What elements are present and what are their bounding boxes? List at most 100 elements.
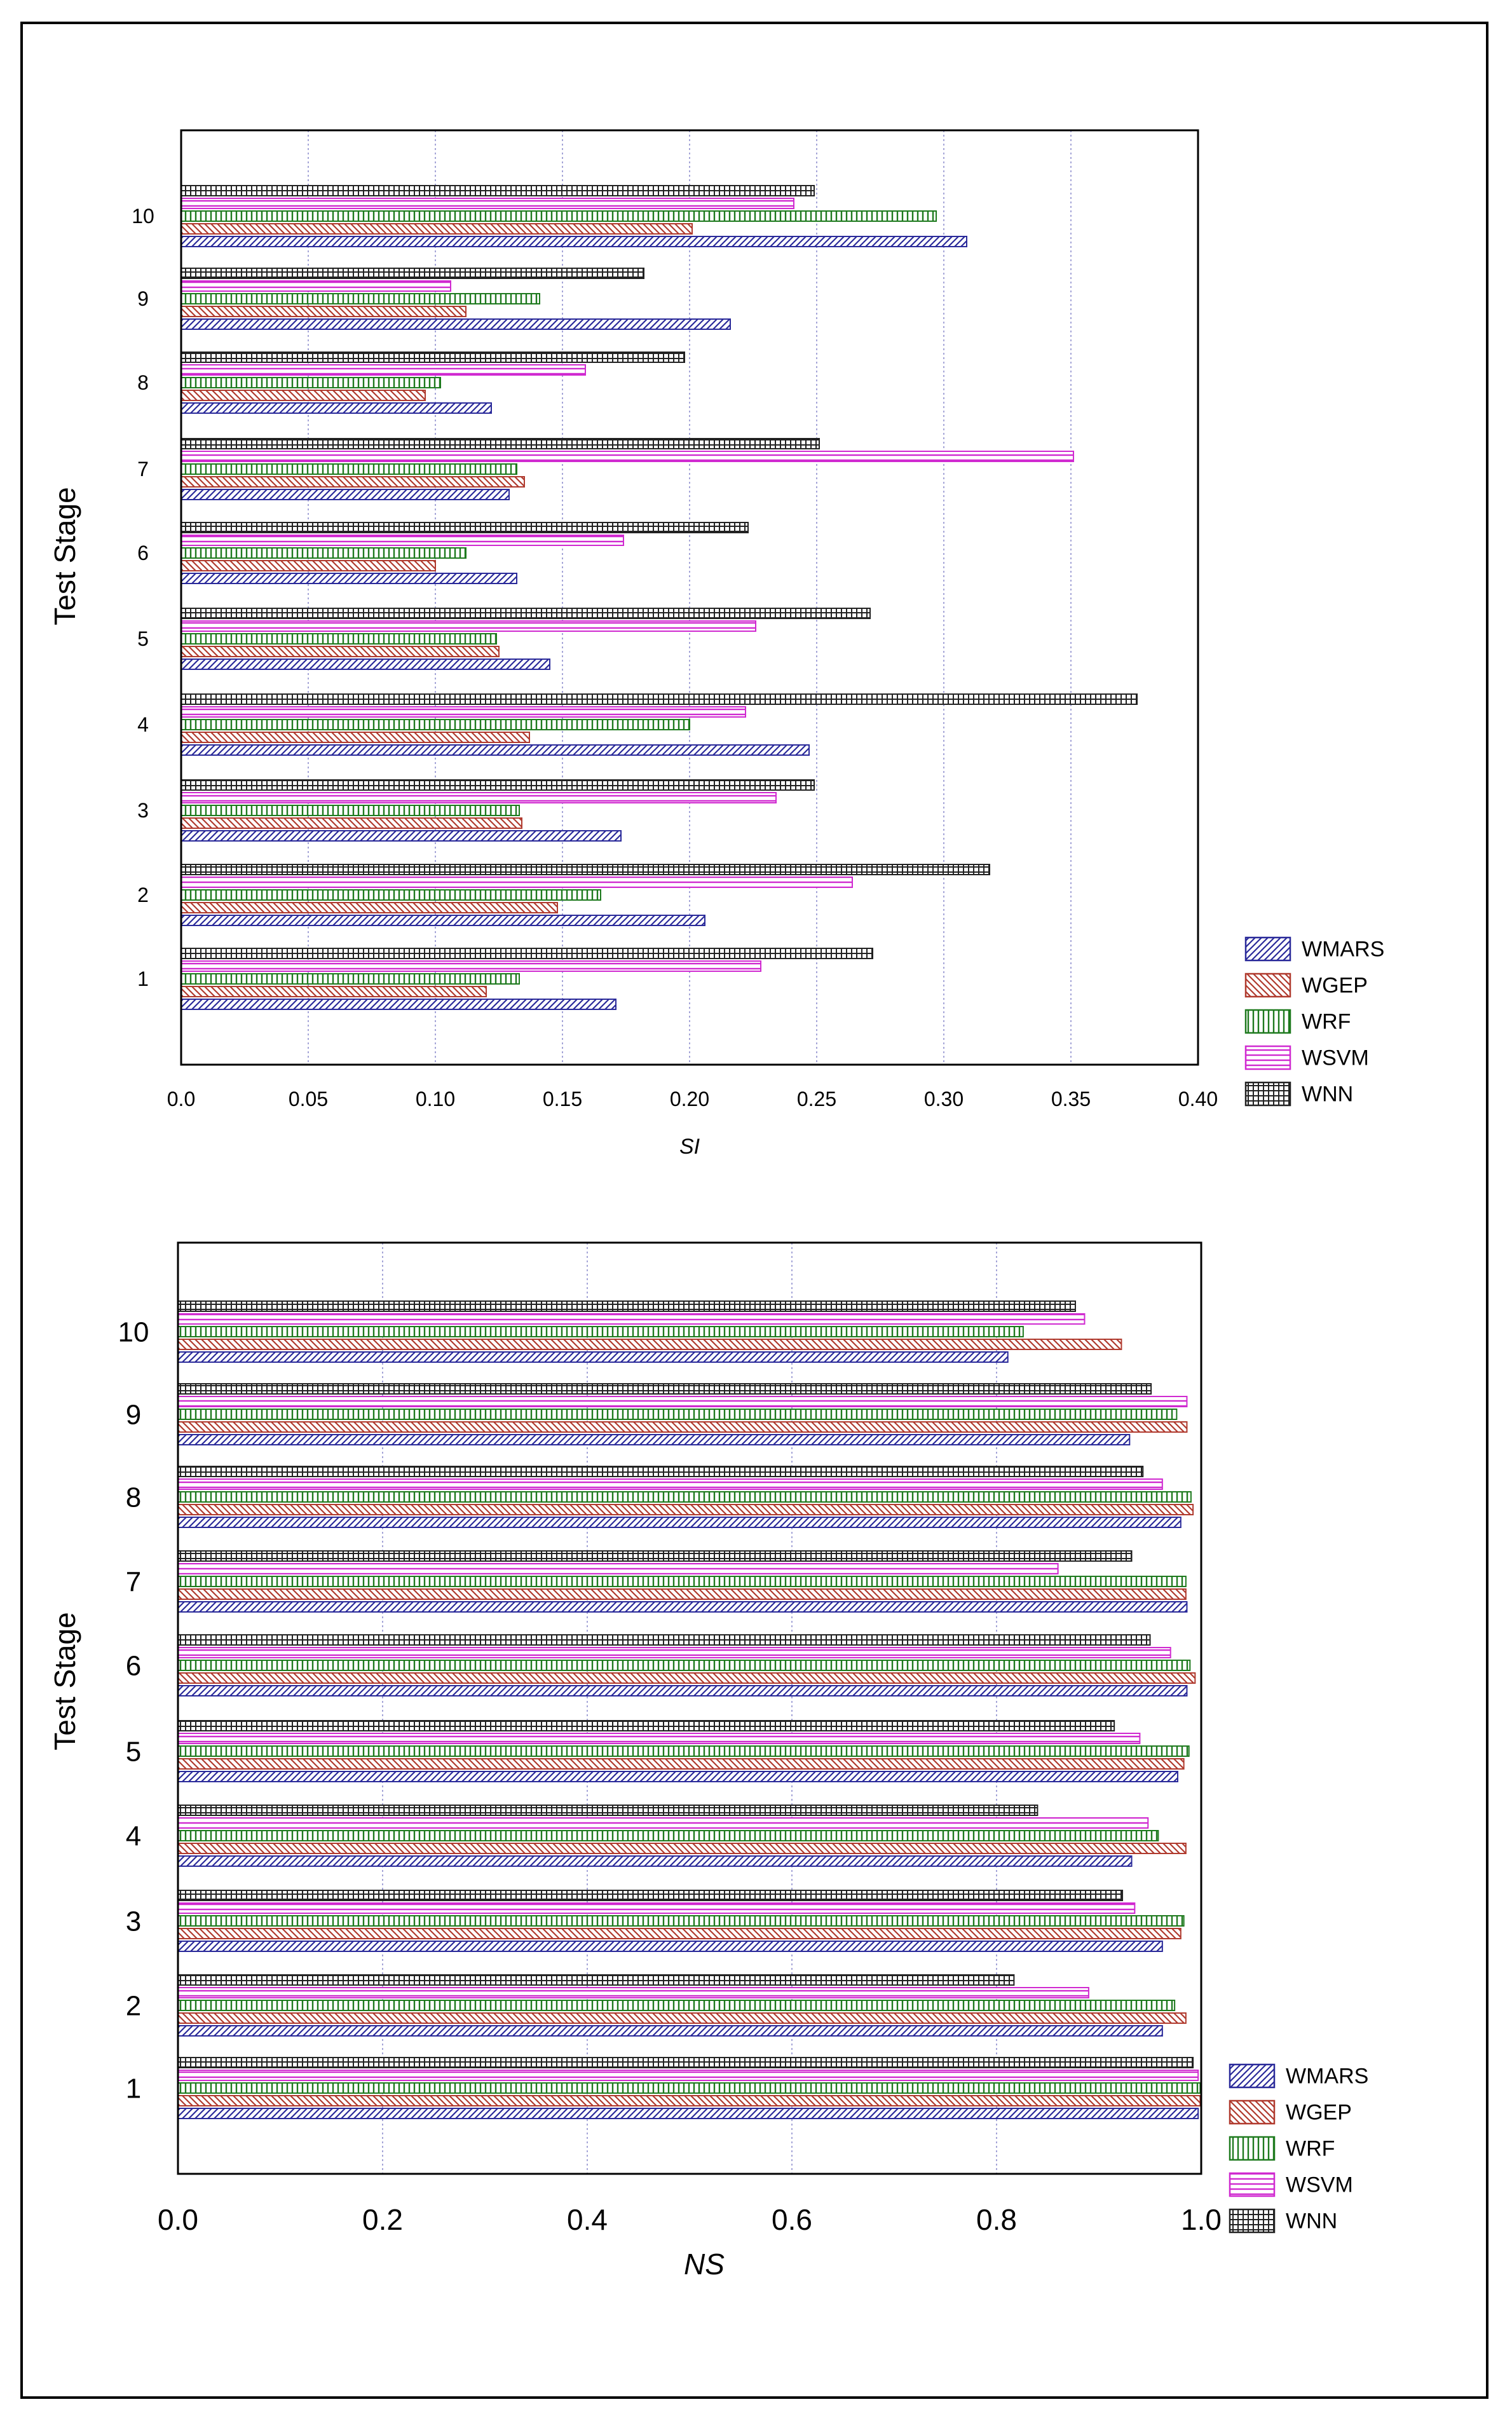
bar-wgep-stage-7 <box>180 476 525 488</box>
legend-swatch-wmars <box>1244 936 1291 962</box>
bar-wgep-stage-10 <box>180 223 693 235</box>
bar-wmars-stage-7 <box>180 489 510 500</box>
bar-wgep-stage-3 <box>180 817 522 829</box>
bar-wmars-stage-3 <box>177 1941 1163 1952</box>
bar-wmars-stage-8 <box>180 402 492 414</box>
y-axis-label: Test Stage <box>48 487 81 625</box>
legend-swatch-wsvm <box>1244 1045 1291 1070</box>
x-tick-label: 0.05 <box>289 1088 328 1110</box>
bar-wrf-stage-2 <box>177 2000 1176 2011</box>
bar-wsvm-stage-2 <box>177 1987 1089 1998</box>
bar-wsvm-stage-5 <box>180 620 756 632</box>
bar-wmars-stage-10 <box>177 1351 1009 1363</box>
bar-wsvm-stage-2 <box>180 877 853 888</box>
y-category-label: 2 <box>126 1990 141 2021</box>
bar-wrf-stage-10 <box>180 210 937 222</box>
bar-wnn-stage-1 <box>180 948 873 959</box>
y-category-label: 5 <box>137 627 149 650</box>
bar-wnn-stage-5 <box>180 608 871 619</box>
x-tick-label: 0.0 <box>158 2203 198 2236</box>
bar-wsvm-stage-4 <box>180 706 746 718</box>
legend: WMARS WGEP WRF WSVM WNN <box>1244 936 1384 1107</box>
y-axis-label: Test Stage <box>48 1612 81 1750</box>
x-tick-label: 0.15 <box>543 1088 582 1110</box>
bar-wmars-stage-8 <box>177 1517 1182 1528</box>
plot-border <box>180 129 1199 1066</box>
bar-wmars-stage-5 <box>180 659 550 670</box>
bar-wmars-stage-2 <box>180 915 705 926</box>
bar-wnn-stage-6 <box>177 1634 1151 1646</box>
x-tick-label: 0.40 <box>1178 1088 1218 1110</box>
bar-wrf-stage-1 <box>177 2082 1201 2094</box>
y-category-label: 9 <box>126 1399 141 1430</box>
bar-wrf-stage-7 <box>177 1576 1187 1587</box>
bar-wgep-stage-7 <box>177 1588 1187 1600</box>
bar-wsvm-stage-6 <box>177 1647 1171 1658</box>
bar-wgep-stage-8 <box>177 1504 1194 1515</box>
legend-swatch-wgep <box>1244 973 1291 998</box>
y-category-label: 6 <box>126 1650 141 1681</box>
bar-wgep-stage-3 <box>177 1928 1182 1939</box>
y-category-label: 2 <box>137 884 149 906</box>
x-tick-label: 0.2 <box>362 2203 403 2236</box>
bar-wsvm-stage-8 <box>177 1478 1163 1490</box>
x-tick-label: 0.8 <box>976 2203 1017 2236</box>
y-category-label: 4 <box>137 713 149 736</box>
chart-1: 0.0 0.05 0.10 0.15 0.20 0.25 0.30 0.35 0.40 1 2 3 4 5… <box>48 129 1384 1159</box>
bar-wsvm-stage-3 <box>177 1902 1136 1914</box>
y-category-label: 9 <box>137 287 149 310</box>
figure-frame <box>20 22 1488 2399</box>
bar-wmars-stage-10 <box>180 236 967 247</box>
bar-wmars-stage-5 <box>177 1771 1178 1782</box>
bar-wrf-stage-1 <box>180 973 520 985</box>
bar-wmars-stage-4 <box>180 744 810 756</box>
bar-wnn-stage-4 <box>177 1805 1039 1816</box>
bar-wrf-stage-6 <box>180 547 467 559</box>
bar-wsvm-stage-10 <box>177 1313 1086 1325</box>
bar-wrf-stage-2 <box>180 889 601 901</box>
x-axis-label: NS <box>684 2248 725 2281</box>
legend-label-wnn: WNN <box>1302 1082 1353 1107</box>
legend-swatch-wnn <box>1229 2208 1276 2234</box>
bar-wgep-stage-10 <box>177 1339 1122 1350</box>
y-category-label: 10 <box>118 1316 149 1348</box>
bar-wgep-stage-1 <box>177 2095 1201 2106</box>
bar-wsvm-stage-7 <box>180 451 1074 462</box>
bar-wmars-stage-6 <box>180 573 517 584</box>
bar-wnn-stage-10 <box>177 1300 1076 1312</box>
bar-wrf-stage-6 <box>177 1660 1191 1671</box>
bar-wmars-stage-9 <box>177 1434 1131 1445</box>
bar-wnn-stage-8 <box>177 1466 1144 1477</box>
bar-wgep-stage-9 <box>177 1421 1188 1433</box>
legend-label-wsvm: WSVM <box>1302 1046 1369 1070</box>
bar-wnn-stage-7 <box>177 1550 1133 1562</box>
bar-wnn-stage-9 <box>180 268 644 279</box>
legend-label-wgep: WGEP <box>1286 2101 1352 2125</box>
bar-wsvm-stage-9 <box>180 280 451 292</box>
bar-wnn-stage-6 <box>180 522 749 533</box>
y-category-label: 6 <box>137 542 149 564</box>
legend: WMARS WGEP WRF WSVM WNN <box>1229 2063 1368 2234</box>
bar-wsvm-stage-1 <box>177 2070 1199 2081</box>
bar-wgep-stage-4 <box>177 1843 1187 1854</box>
bar-wgep-stage-6 <box>177 1672 1196 1684</box>
chart-2: 0.0 0.2 0.4 0.6 0.8 1.0 1 2 3 4 5 6 7 8 9 10 NS Test Stag… <box>48 1241 1368 2281</box>
x-tick-label: 1.0 <box>1181 2203 1222 2236</box>
x-tick-label: 0.4 <box>567 2203 608 2236</box>
bar-wsvm-stage-7 <box>177 1563 1059 1574</box>
y-category-label: 4 <box>126 1820 141 1852</box>
bar-wgep-stage-2 <box>180 902 558 913</box>
bar-wsvm-stage-1 <box>180 960 761 972</box>
plot-border <box>177 1241 1202 2175</box>
x-tick-label: 0.10 <box>416 1088 455 1110</box>
bar-wrf-stage-3 <box>180 805 520 816</box>
y-category-label: 8 <box>137 371 149 394</box>
bar-wnn-stage-7 <box>180 438 820 449</box>
legend-label-wrf: WRF <box>1302 1010 1351 1034</box>
legend-swatch-wnn <box>1244 1081 1291 1107</box>
legend-swatch-wmars <box>1229 2063 1276 2089</box>
y-category-label: 1 <box>137 967 149 990</box>
bar-wmars-stage-1 <box>177 2108 1199 2119</box>
bar-wsvm-stage-4 <box>177 1817 1149 1829</box>
